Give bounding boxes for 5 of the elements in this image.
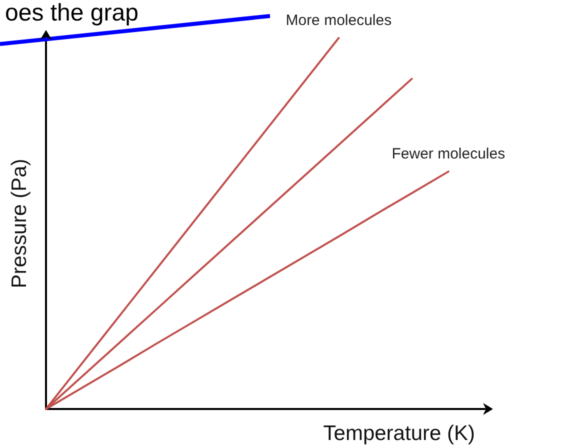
x-axis-title: Temperature (K) [323, 422, 475, 445]
y-axis-title: Pressure (Pa) [8, 158, 31, 288]
series-label: Fewer molecules [392, 146, 506, 163]
series-label: More molecules [286, 12, 392, 29]
chart-title: oes the grap [5, 0, 138, 26]
